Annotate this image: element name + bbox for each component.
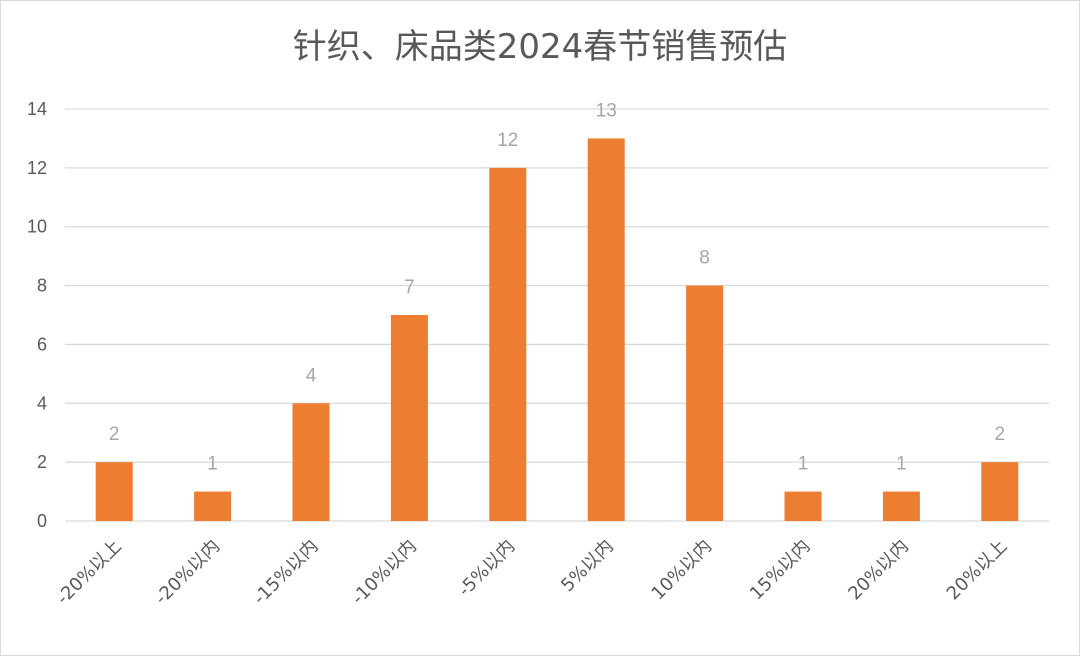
bar xyxy=(587,138,625,521)
bar xyxy=(390,315,428,521)
x-category-label: -15%以内 xyxy=(249,536,322,609)
bar xyxy=(981,462,1019,521)
data-label: 4 xyxy=(306,365,317,386)
x-category-label: -20%以上 xyxy=(53,536,126,609)
y-tick-label: 0 xyxy=(37,511,47,531)
bar xyxy=(686,285,724,521)
bar xyxy=(95,462,133,521)
data-label: 2 xyxy=(995,424,1006,445)
y-tick-label: 14 xyxy=(27,99,47,119)
y-axis-ticks: 0 2 4 6 8 10 12 14 xyxy=(27,99,47,531)
x-category-label: 20%以内 xyxy=(844,536,913,605)
y-tick-label: 2 xyxy=(37,452,47,472)
data-label: 8 xyxy=(699,248,710,269)
bar xyxy=(194,491,232,521)
bars xyxy=(95,138,1019,521)
y-tick-label: 12 xyxy=(27,158,47,178)
bar xyxy=(489,167,527,521)
x-category-label: -20%以内 xyxy=(151,536,224,609)
data-label: 7 xyxy=(404,277,415,298)
data-label: 13 xyxy=(596,100,617,121)
data-label: 12 xyxy=(497,130,518,151)
x-category-label: -10%以内 xyxy=(348,536,421,609)
data-label: 1 xyxy=(798,454,809,475)
data-label: 1 xyxy=(207,454,218,475)
data-label: 1 xyxy=(896,454,907,475)
y-tick-label: 10 xyxy=(27,217,47,237)
bar xyxy=(784,491,822,521)
y-tick-label: 6 xyxy=(37,334,47,354)
chart-title: 针织、床品类2024春节销售预估 xyxy=(292,27,788,67)
x-category-label: 15%以内 xyxy=(746,536,815,605)
y-tick-label: 8 xyxy=(37,276,47,296)
bar xyxy=(292,403,330,521)
bar xyxy=(882,491,920,521)
x-category-label: 10%以内 xyxy=(648,536,717,605)
x-category-label: -5%以内 xyxy=(454,536,519,601)
x-axis-labels: -20%以上 -20%以内 -15%以内 -10%以内 -5%以内 5%以内 10%以内 15… xyxy=(53,536,1012,609)
y-tick-label: 4 xyxy=(37,393,47,413)
x-category-label: 20%以上 xyxy=(943,536,1012,605)
x-category-label: 5%以内 xyxy=(557,536,618,597)
data-label: 2 xyxy=(109,424,120,445)
